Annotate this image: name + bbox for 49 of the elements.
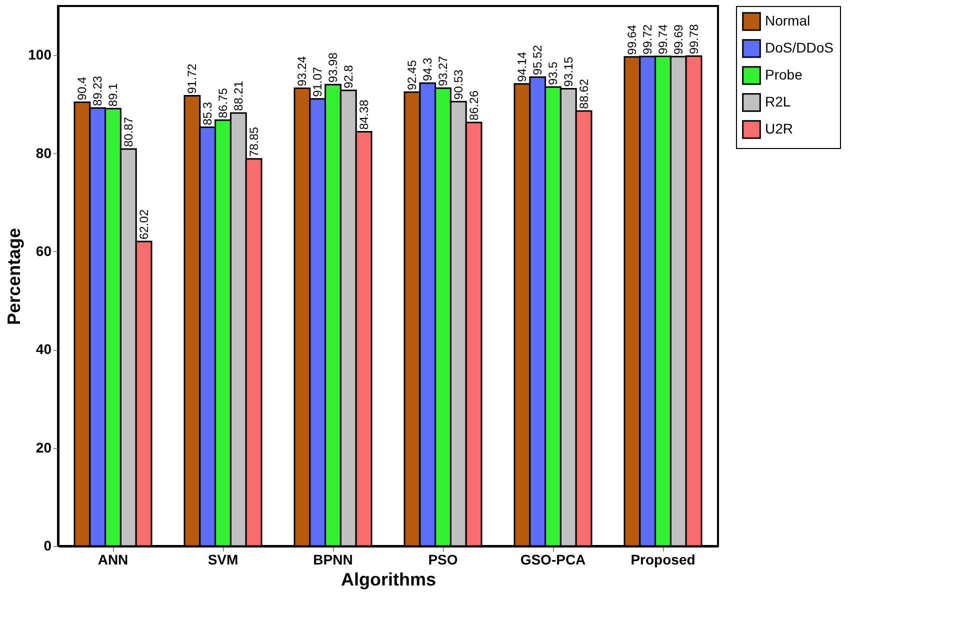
legend-label: R2L [765, 94, 791, 110]
data-label: 93.15 [561, 56, 576, 87]
legend-label: Normal [765, 12, 810, 28]
legend-label: Probe [765, 66, 803, 82]
y-tick-label: 40 [36, 341, 52, 358]
legend-label: U2R [765, 120, 794, 136]
data-label: 99.78 [686, 24, 701, 54]
y-tick-label: 80 [36, 144, 52, 161]
y-axis-title: Percentage [4, 228, 24, 326]
data-label: 85.3 [200, 102, 215, 126]
data-label: 94.3 [420, 57, 435, 82]
data-label: 90.4 [75, 76, 90, 100]
data-label: 62.02 [136, 209, 151, 240]
x-tick-label: GSO-PCA [520, 552, 586, 568]
x-tick-label: SVM [208, 552, 238, 568]
data-label: 99.72 [640, 24, 655, 54]
data-label: 99.74 [656, 24, 670, 54]
data-label: 99.69 [671, 24, 686, 55]
data-label: 86.26 [466, 90, 481, 121]
data-label: 91.72 [185, 63, 200, 94]
data-label: 93.5 [546, 61, 560, 85]
data-label: 90.53 [451, 69, 466, 100]
y-tick-label: 100 [28, 46, 52, 63]
x-tick-label: Proposed [630, 552, 696, 568]
y-tick-label: 60 [36, 242, 52, 259]
data-label: 88.21 [231, 80, 246, 111]
x-tick-label: PSO [428, 552, 458, 568]
legend-label: DoS/DDoS [765, 40, 834, 56]
data-label: 93.24 [295, 56, 310, 86]
y-tick-label: 20 [36, 439, 52, 456]
data-label: 86.75 [216, 88, 230, 118]
data-label: 89.1 [106, 82, 120, 107]
data-label: 92.8 [341, 64, 356, 88]
data-label: 88.62 [576, 78, 591, 109]
data-label: 94.14 [515, 52, 530, 82]
data-label: 93.98 [326, 52, 340, 83]
data-label: 80.87 [121, 116, 136, 147]
x-axis-title: Algorithms [340, 570, 436, 590]
x-tick-label: ANN [98, 552, 128, 568]
x-tick-label: BPNN [313, 552, 353, 568]
data-label: 78.85 [246, 126, 261, 157]
data-label: 91.07 [310, 66, 325, 97]
y-tick-label: 0 [44, 538, 52, 554]
data-label: 84.38 [356, 99, 371, 130]
data-label: 92.45 [405, 60, 420, 90]
data-label: 95.52 [530, 44, 545, 76]
data-label: 99.64 [625, 24, 640, 55]
data-label: 93.27 [436, 56, 450, 86]
data-label: 89.23 [90, 76, 105, 106]
